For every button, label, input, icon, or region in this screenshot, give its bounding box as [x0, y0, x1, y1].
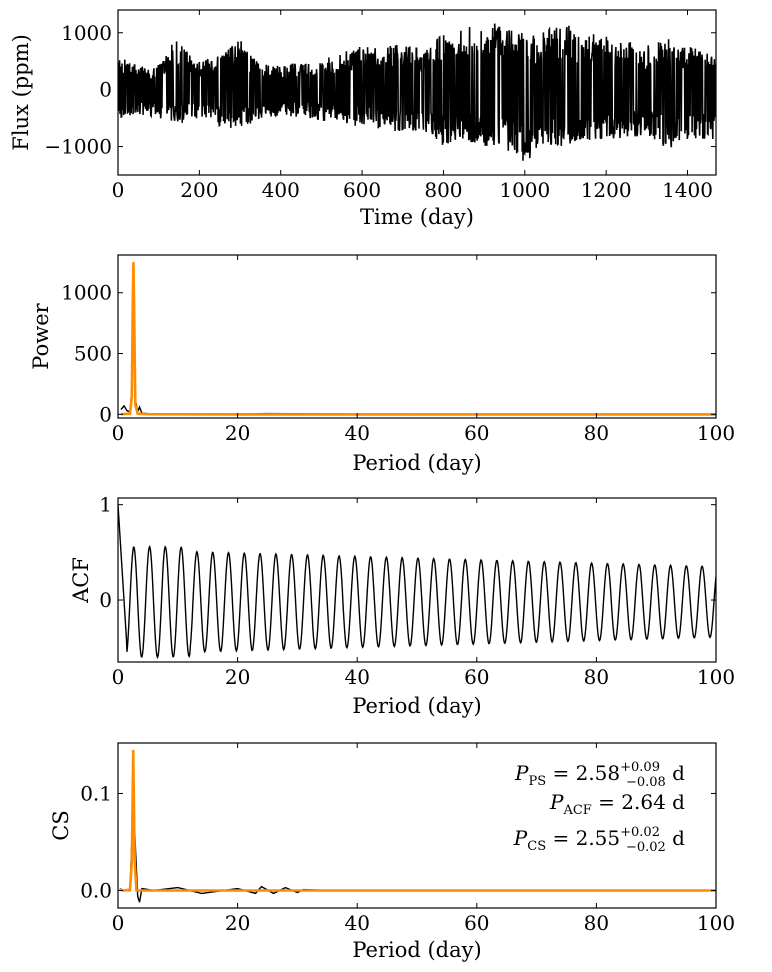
x-tick-label: 40	[344, 665, 369, 689]
y-tick-label: 0.1	[80, 781, 112, 805]
x-tick-label: 100	[697, 421, 735, 445]
x-tick-label: 80	[584, 911, 609, 935]
x-tick-label: 0	[112, 665, 125, 689]
x-tick-label: 200	[180, 178, 218, 202]
cs-panel: 0 20 40 60 80 100 0.0 0.1 Period (day) CS	[49, 742, 735, 962]
period-annotations: PPS = 2.58+0.09 −0.08 d PACF = 2.64 d PCS…	[513, 760, 685, 855]
y-axis-label: ACF	[69, 557, 93, 604]
x-tick-label: 0	[112, 178, 125, 202]
x-tick-label: 800	[424, 178, 462, 202]
axes-frame	[117, 742, 717, 909]
x-tick-label: 20	[225, 665, 250, 689]
x-axis-label: Period (day)	[352, 451, 481, 475]
annotation-cs: PCS = 2.55+0.02 −0.02 d	[513, 825, 685, 855]
x-tick-label: 1200	[581, 178, 632, 202]
axes-frame	[117, 254, 717, 419]
x-tick-label: 40	[344, 911, 369, 935]
x-tick-label: 40	[344, 421, 369, 445]
x-tick-label: 1400	[662, 178, 713, 202]
y-tick-label: −1000	[44, 135, 112, 159]
plot-area	[118, 504, 716, 660]
y-tick-label: 500	[74, 342, 112, 366]
acf-panel: 0 20 40 60 80 100 0 1 Period (day) ACF	[69, 493, 735, 718]
x-tick-label: 1000	[499, 178, 550, 202]
x-tick-label: 600	[343, 178, 381, 202]
x-tick-label: 20	[225, 421, 250, 445]
x-tick-label: 400	[262, 178, 300, 202]
acf-series	[118, 504, 716, 660]
series-orange	[121, 262, 716, 416]
series-orange	[119, 749, 716, 892]
x-axis-label: Period (day)	[352, 694, 481, 718]
x-tick-label: 0	[112, 911, 125, 935]
x-axis-label: Period (day)	[352, 938, 481, 962]
y-axis-label: Power	[29, 302, 53, 369]
x-tick-label: 60	[464, 665, 489, 689]
x-tick-label: 20	[225, 911, 250, 935]
y-axis-label: CS	[49, 810, 73, 840]
x-tick-label: 100	[697, 665, 735, 689]
x-tick-label: 80	[584, 665, 609, 689]
axes-frame	[117, 9, 717, 176]
x-tick-label: 100	[697, 911, 735, 935]
y-axis-label: Flux (ppm)	[9, 34, 33, 151]
series-black	[120, 262, 716, 415]
x-tick-label: 0	[112, 421, 125, 445]
y-tick-label: 1000	[61, 21, 112, 45]
annotation-ps: PPS = 2.58+0.09 −0.08 d	[514, 760, 685, 790]
x-tick-label: 60	[464, 911, 489, 935]
plot-area	[120, 262, 716, 416]
axes-frame	[117, 497, 717, 663]
annotation-acf: PACF = 2.64 d	[549, 790, 685, 818]
lightcurve-series	[118, 23, 716, 161]
y-tick-label: 0	[99, 402, 112, 426]
y-tick-label: 0	[99, 78, 112, 102]
y-tick-label: 1	[99, 493, 112, 517]
x-axis-label: Time (day)	[360, 205, 474, 229]
y-tick-label: 0	[99, 588, 112, 612]
x-tick-label: 60	[464, 421, 489, 445]
y-tick-label: 0.0	[80, 879, 112, 903]
plot-area	[119, 749, 716, 903]
plot-area	[118, 23, 716, 161]
lightcurve-panel: 0 200 400 600 800 1000 1200 1400−100001000Time …	[9, 9, 717, 229]
x-tick-label: 80	[584, 421, 609, 445]
y-tick-label: 1000	[61, 281, 112, 305]
